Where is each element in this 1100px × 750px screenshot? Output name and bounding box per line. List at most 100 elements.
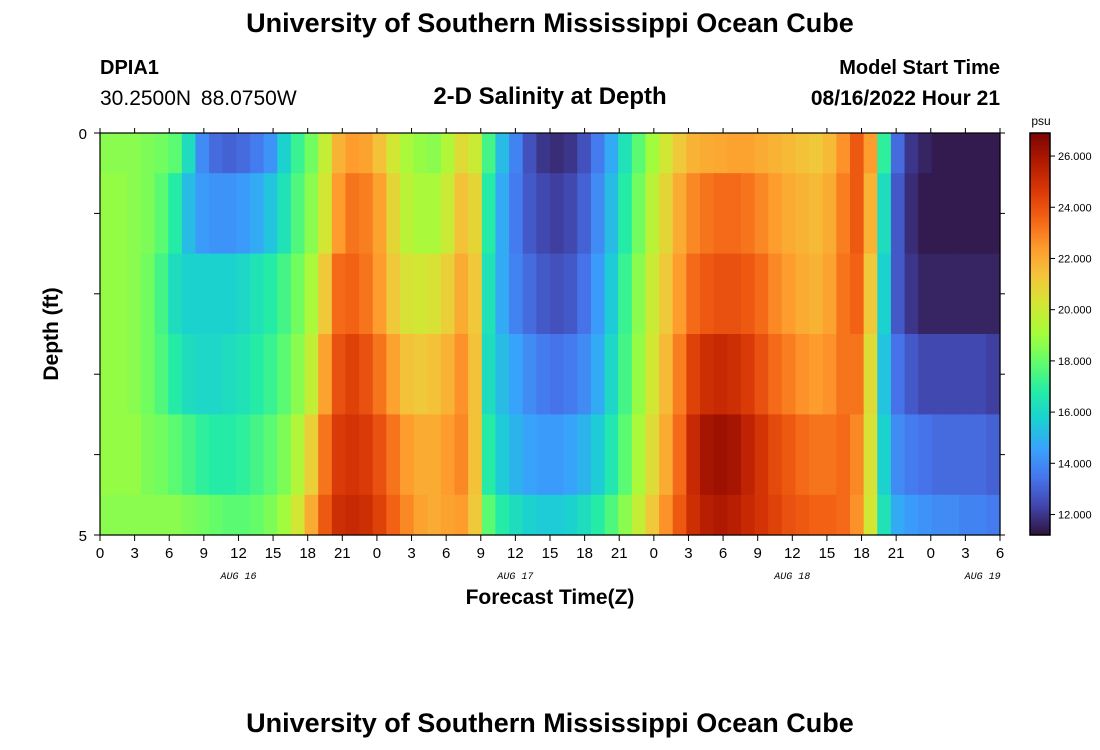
heatmap-cell — [959, 494, 974, 536]
station-id: DPIA1 — [100, 57, 159, 79]
heatmap-cell — [795, 414, 810, 496]
heatmap-cell — [236, 133, 251, 174]
x-tick-label: 18 — [853, 545, 870, 562]
heatmap-cell — [659, 414, 674, 496]
heatmap-cell — [222, 253, 237, 335]
heatmap-cell — [127, 334, 142, 415]
heatmap-cell — [618, 133, 633, 174]
heatmap-cell — [427, 414, 442, 496]
heatmap-cell — [945, 133, 960, 174]
heatmap-cell — [140, 173, 156, 255]
heatmap-cell — [945, 173, 960, 255]
heatmap-cell — [127, 253, 142, 335]
heatmap-cell — [413, 253, 428, 335]
heatmap-cell — [904, 253, 919, 335]
heatmap-cell — [877, 133, 892, 174]
heatmap-cell — [427, 334, 442, 415]
heatmap-cell — [100, 133, 115, 174]
heatmap-cell — [740, 334, 756, 415]
x-tick-label: 3 — [961, 545, 969, 562]
heatmap-cell — [127, 173, 142, 255]
heatmap-cell — [918, 494, 933, 536]
heatmap-cell — [481, 494, 497, 536]
heatmap-cell — [209, 173, 224, 255]
station-coordinates: 30.2500N 88.0750W — [100, 87, 297, 110]
heatmap-cell — [604, 494, 619, 536]
heatmap-cell — [563, 173, 578, 255]
heatmap-cell — [454, 334, 469, 415]
heatmap-cell — [645, 414, 660, 496]
heatmap-cell — [113, 133, 128, 174]
heatmap-cell — [890, 133, 906, 174]
heatmap-cell — [768, 334, 783, 415]
heatmap-cell — [372, 133, 387, 174]
heatmap-cell — [454, 414, 469, 496]
heatmap-cell — [181, 414, 197, 496]
heatmap-cell — [768, 494, 783, 536]
heatmap-cell — [645, 253, 660, 335]
heatmap-cell — [740, 133, 756, 174]
heatmap-cell — [468, 253, 483, 335]
heatmap-cell — [372, 253, 387, 335]
heatmap-cell — [427, 173, 442, 255]
heatmap-cell — [481, 133, 497, 174]
heatmap-cell — [713, 334, 728, 415]
heatmap-cell — [604, 334, 619, 415]
heatmap-cell — [250, 253, 265, 335]
heatmap-cell — [781, 414, 797, 496]
heatmap-cell — [645, 133, 660, 174]
heatmap-cell — [550, 133, 565, 174]
heatmap-cell — [795, 494, 810, 536]
heatmap-cell — [236, 173, 251, 255]
heatmap-cell — [495, 494, 510, 536]
heatmap-cell — [931, 173, 947, 255]
heatmap-cell — [168, 253, 183, 335]
heatmap-cell — [454, 253, 469, 335]
heatmap-cell — [550, 414, 565, 496]
heatmap-cell — [195, 494, 210, 536]
date-label: AUG 16 — [219, 572, 256, 583]
heatmap-cell — [100, 173, 115, 255]
heatmap-cell — [168, 494, 183, 536]
heatmap-cell — [154, 173, 169, 255]
heatmap-cell — [809, 494, 824, 536]
x-tick-label: 6 — [165, 545, 173, 562]
y-axis-label: Depth (ft) — [40, 287, 63, 380]
model-start-label: Model Start Time — [839, 57, 1000, 79]
heatmap-cell — [809, 173, 824, 255]
heatmap-cell — [918, 414, 933, 496]
heatmap-cell — [168, 414, 183, 496]
heatmap-cell — [577, 253, 592, 335]
heatmap-cell — [440, 414, 456, 496]
heatmap-cell — [959, 334, 974, 415]
heatmap-cell — [890, 334, 906, 415]
heatmap-cell — [863, 414, 878, 496]
heatmap-cell — [550, 494, 565, 536]
heatmap-cell — [590, 334, 606, 415]
heatmap-cell — [222, 133, 237, 174]
heatmap-cell — [618, 253, 633, 335]
heatmap-cell — [263, 334, 278, 415]
heatmap-cell — [836, 494, 851, 536]
heatmap-cell — [263, 173, 278, 255]
heatmap-cell — [959, 414, 974, 496]
heatmap-cell — [645, 334, 660, 415]
heatmap-cell — [209, 414, 224, 496]
heatmap-cell — [154, 334, 169, 415]
heatmap-cell — [822, 414, 837, 496]
heatmap-cell — [877, 414, 892, 496]
heatmap-cell — [713, 253, 728, 335]
heatmap-cell — [440, 494, 456, 536]
heatmap-cell — [931, 414, 947, 496]
heatmap-cell — [863, 494, 878, 536]
heatmap-cell — [904, 133, 919, 174]
x-axis-label: Forecast Time(Z) — [466, 586, 635, 609]
heatmap-cell — [590, 253, 606, 335]
heatmap-cell — [263, 414, 278, 496]
x-tick-label: 6 — [996, 545, 1004, 562]
heatmap-cell — [754, 414, 769, 496]
heatmap-cell — [372, 334, 387, 415]
heatmap-cell — [427, 253, 442, 335]
heatmap-cell — [140, 253, 156, 335]
heatmap-cell — [440, 133, 456, 174]
